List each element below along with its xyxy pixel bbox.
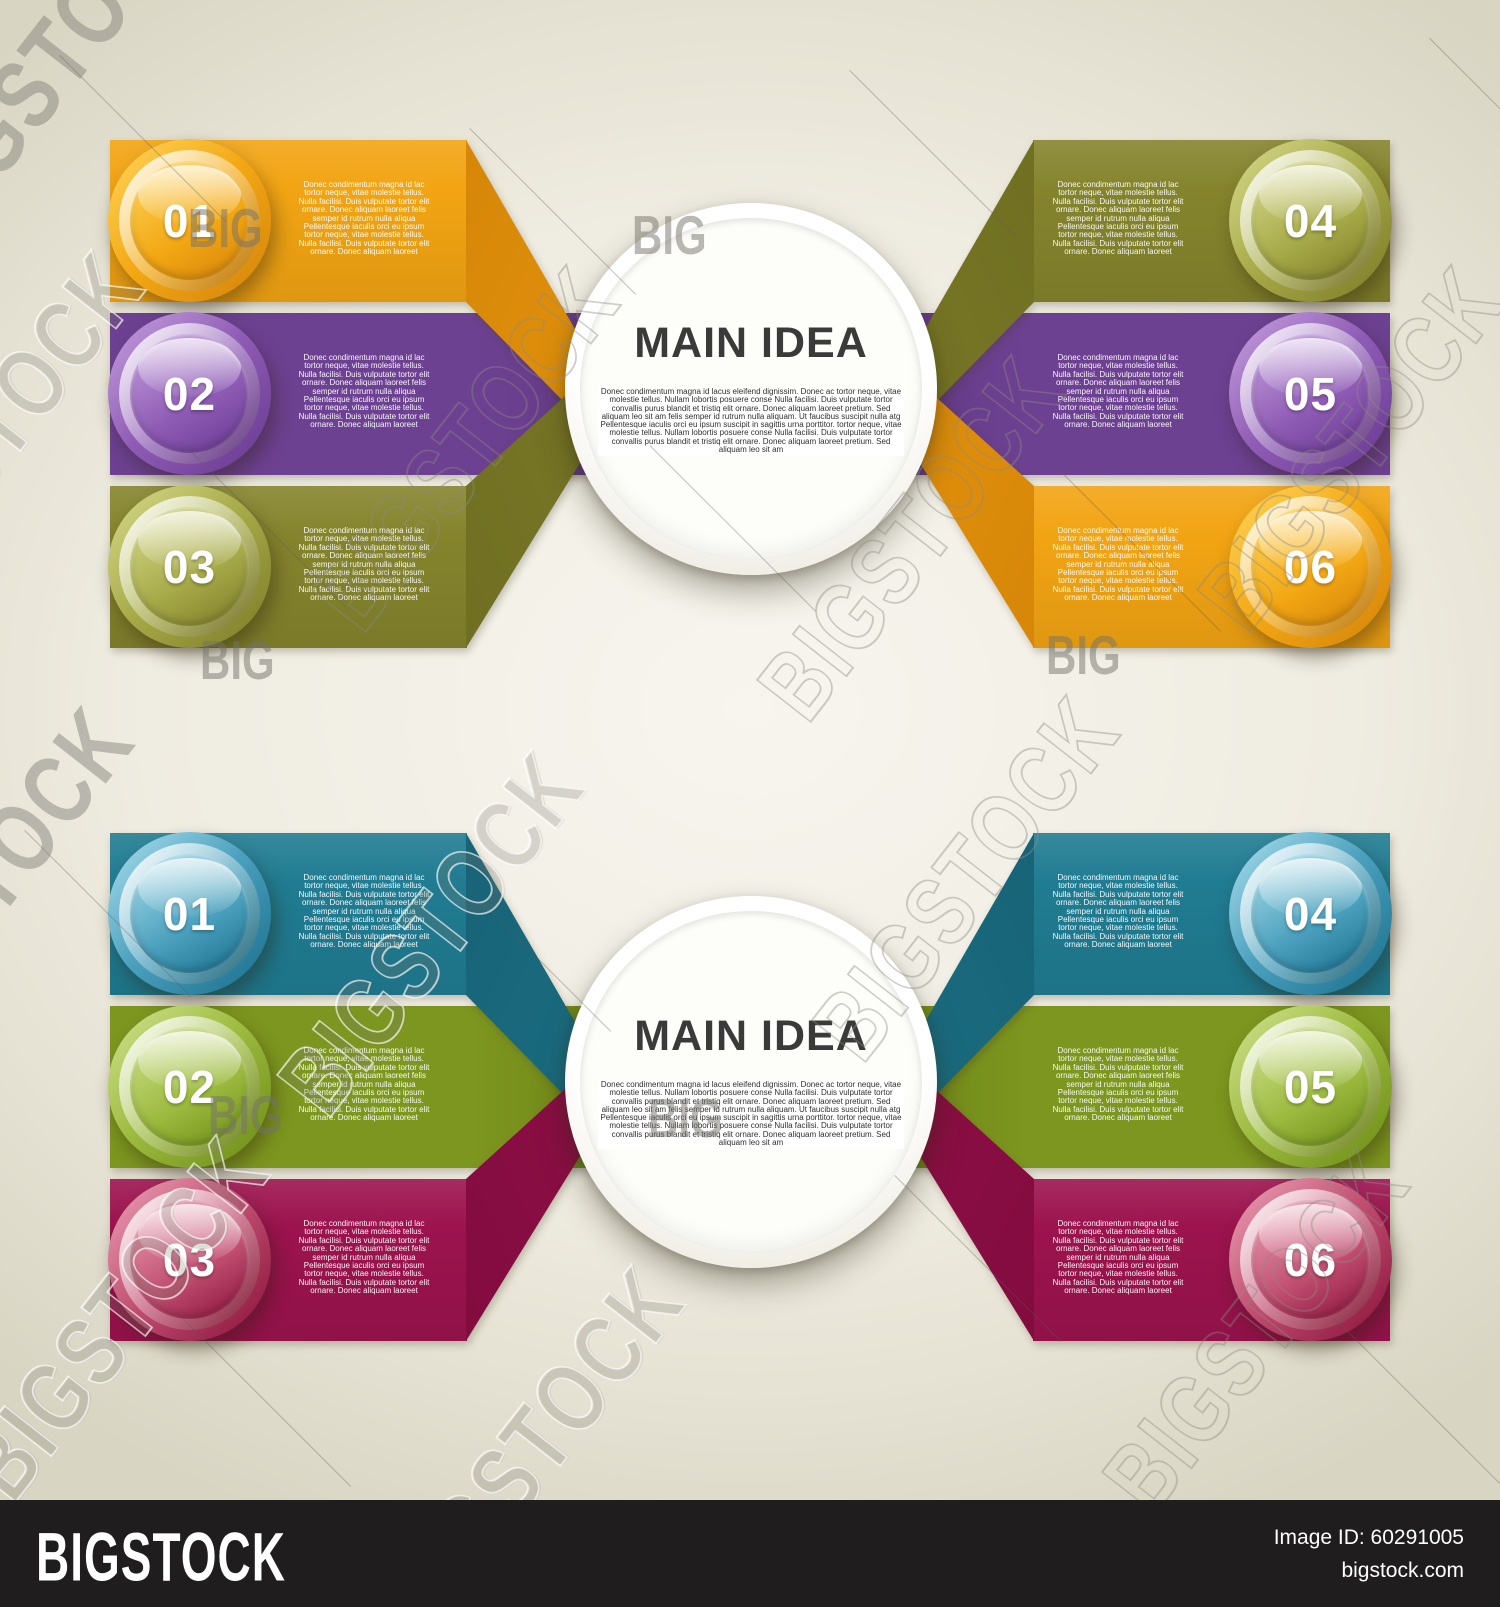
badge-button: 06 <box>1251 507 1370 626</box>
badge-button: 02 <box>130 1027 249 1146</box>
banner-text: Donec condimentum magna id lac tortor ne… <box>1052 526 1184 603</box>
badge-number: 06 <box>1283 540 1338 593</box>
badge-button: 03 <box>130 1200 249 1319</box>
badge-number: 05 <box>1283 1060 1338 1113</box>
step-badge-01: 01 <box>108 139 271 302</box>
infographic-bottom: Donec condimentum magna id lac tortor ne… <box>108 832 1392 1345</box>
badge-number: 06 <box>1283 1233 1338 1286</box>
step-badge-03: 03 <box>108 485 271 648</box>
badge-button: 01 <box>130 161 249 280</box>
step-badge-06: 06 <box>1229 485 1392 648</box>
badge-button: 02 <box>130 334 249 453</box>
badge-button: 04 <box>1251 854 1370 973</box>
infographic-top: Donec condimentum magna id lac tortor ne… <box>108 139 1392 652</box>
image-id-text: Image ID: 60291005 <box>1273 1526 1464 1549</box>
step-badge-03: 03 <box>108 1178 271 1341</box>
badge-number: 02 <box>162 367 217 420</box>
banner-text: Donec condimentum magna id lac tortor ne… <box>298 873 430 950</box>
badge-number: 05 <box>1283 367 1338 420</box>
main-idea-circle: MAIN IDEA Donec condimentum magna id lac… <box>565 896 937 1268</box>
step-badge-01: 01 <box>108 832 271 995</box>
main-idea-body: Donec condimentum magna id lacus eleifen… <box>598 1079 904 1150</box>
banner-text: Donec condimentum magna id lac tortor ne… <box>298 526 430 603</box>
main-idea-circle: MAIN IDEA Donec condimentum magna id lac… <box>565 203 937 575</box>
banner-text: Donec condimentum magna id lac tortor ne… <box>1052 180 1184 257</box>
step-badge-04: 04 <box>1229 139 1392 302</box>
main-idea-content: MAIN IDEA Donec condimentum magna id lac… <box>565 896 937 1268</box>
badge-number: 01 <box>162 194 217 247</box>
bigstock-logo: BIGSTOCK <box>36 1517 286 1596</box>
step-badge-05: 05 <box>1229 1005 1392 1168</box>
banner-text: Donec condimentum magna id lac tortor ne… <box>298 1046 430 1123</box>
badge-number: 03 <box>162 1233 217 1286</box>
banner-text: Donec condimentum magna id lac tortor ne… <box>1052 353 1184 430</box>
step-badge-02: 02 <box>108 1005 271 1168</box>
badge-number: 04 <box>1283 887 1338 940</box>
main-idea-title: MAIN IDEA <box>634 319 868 367</box>
badge-button: 04 <box>1251 161 1370 280</box>
footer-bar: BIGSTOCK Image ID: 60291005 bigstock.com <box>0 1500 1500 1607</box>
badge-button: 03 <box>130 507 249 626</box>
badge-number: 03 <box>162 540 217 593</box>
main-idea-title: MAIN IDEA <box>634 1012 868 1060</box>
badge-button: 05 <box>1251 334 1370 453</box>
step-badge-06: 06 <box>1229 1178 1392 1341</box>
badge-button: 01 <box>130 854 249 973</box>
badge-button: 05 <box>1251 1027 1370 1146</box>
step-badge-02: 02 <box>108 312 271 475</box>
step-badge-04: 04 <box>1229 832 1392 995</box>
banner-text: Donec condimentum magna id lac tortor ne… <box>1052 873 1184 950</box>
badge-number: 02 <box>162 1060 217 1113</box>
website-link[interactable]: bigstock.com <box>1341 1558 1464 1582</box>
badge-number: 04 <box>1283 194 1338 247</box>
main-idea-body: Donec condimentum magna id lacus eleifen… <box>598 386 904 457</box>
badge-number: 01 <box>162 887 217 940</box>
footer-info: Image ID: 60291005 bigstock.com <box>1274 1522 1464 1587</box>
banner-text: Donec condimentum magna id lac tortor ne… <box>1052 1219 1184 1296</box>
badge-button: 06 <box>1251 1200 1370 1319</box>
main-idea-content: MAIN IDEA Donec condimentum magna id lac… <box>565 203 937 575</box>
step-badge-05: 05 <box>1229 312 1392 475</box>
banner-text: Donec condimentum magna id lac tortor ne… <box>298 353 430 430</box>
watermark-line <box>184 1320 352 1487</box>
banner-text: Donec condimentum magna id lac tortor ne… <box>298 180 430 257</box>
banner-text: Donec condimentum magna id lac tortor ne… <box>1052 1046 1184 1123</box>
banner-text: Donec condimentum magna id lac tortor ne… <box>298 1219 430 1296</box>
watermark-line <box>1429 38 1500 205</box>
